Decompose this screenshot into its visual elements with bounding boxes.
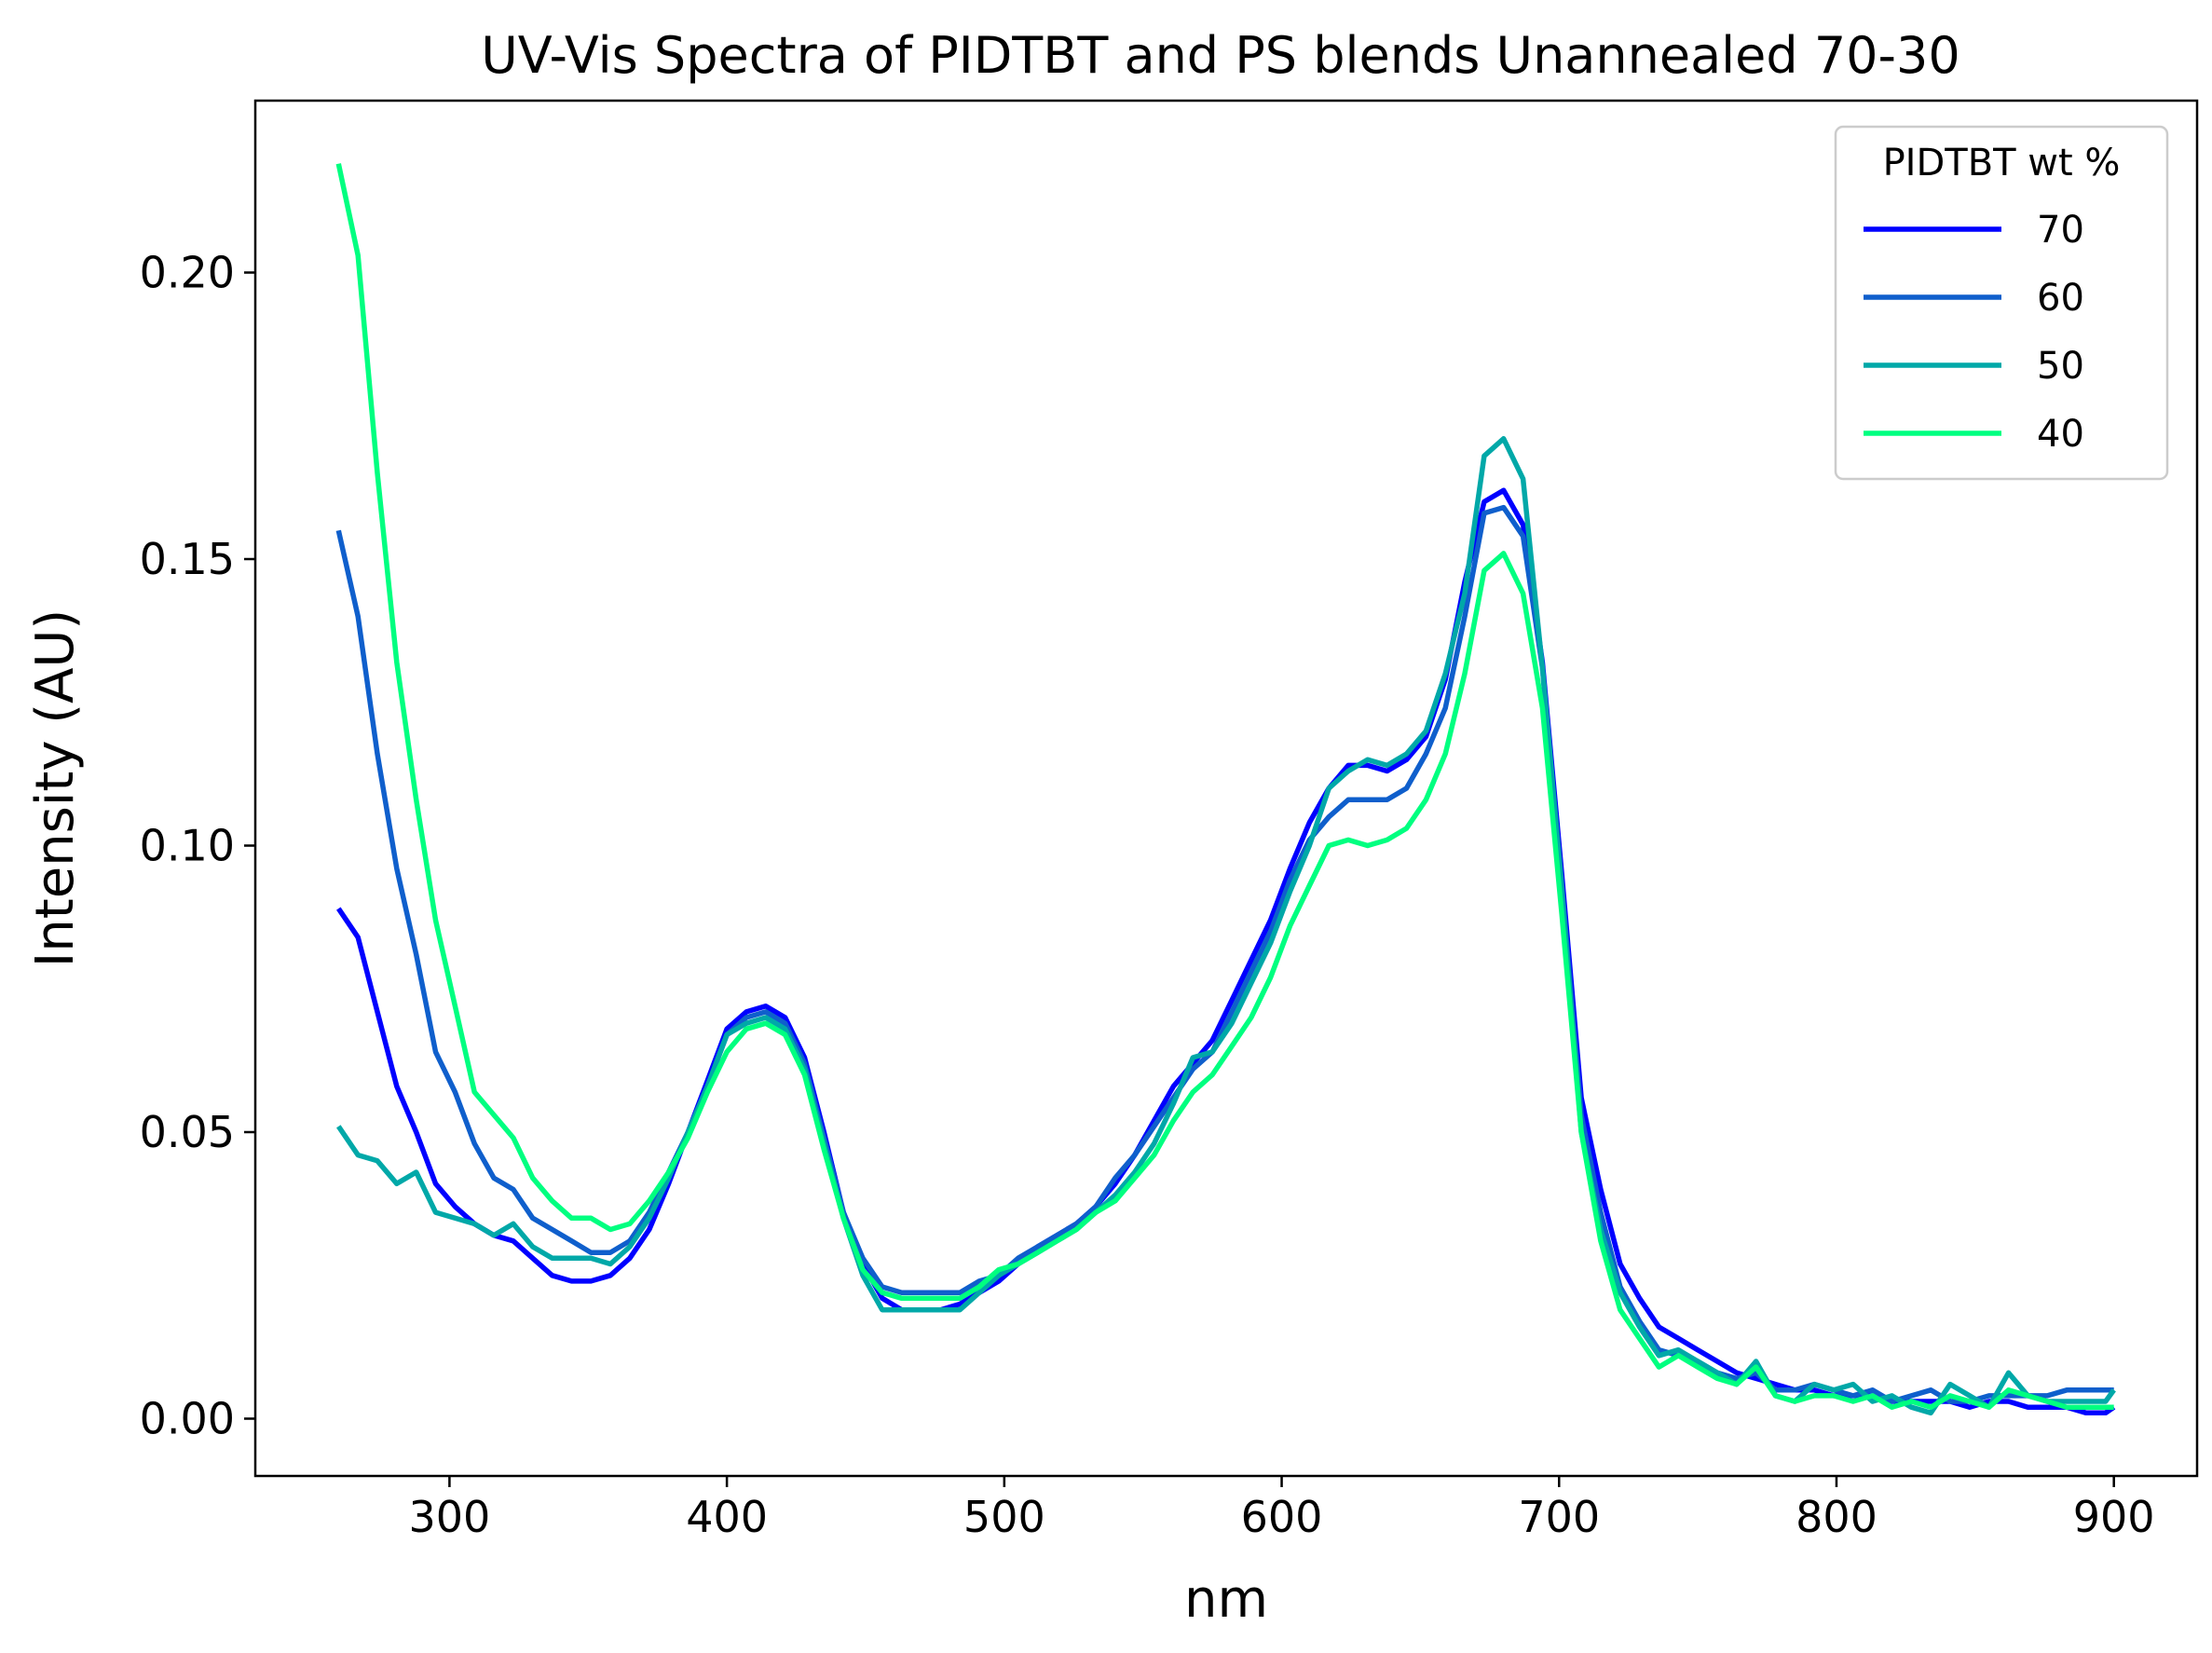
x-tick-label: 300	[408, 1492, 490, 1542]
x-tick-label: 500	[963, 1492, 1045, 1542]
y-tick-label: 0.10	[140, 821, 235, 871]
series-layer	[335, 163, 2116, 1416]
x-tick-label: 800	[1796, 1492, 1877, 1542]
x-axis-label: nm	[1184, 1569, 1268, 1630]
x-axis: 300 400 500 600 700 800 900	[408, 1476, 2155, 1542]
legend-label-50: 50	[2037, 345, 2084, 388]
chart-title: UV-Vis Spectra of PIDTBT and PS blends U…	[481, 26, 1960, 85]
x-tick-label: 400	[686, 1492, 768, 1542]
x-tick-label: 700	[1518, 1492, 1600, 1542]
legend-box	[1834, 125, 2169, 481]
y-tick-label: 0.20	[140, 248, 235, 298]
series-line-50	[336, 436, 2116, 1416]
y-axis: 0.00 0.05 0.10 0.15 0.20	[140, 248, 255, 1444]
y-axis-label: Intensity (AU)	[25, 609, 86, 968]
legend-label-70: 70	[2037, 209, 2084, 252]
legend-label-40: 40	[2037, 413, 2084, 456]
y-tick-label: 0.15	[140, 534, 235, 584]
y-tick-label: 0.05	[140, 1107, 235, 1157]
x-tick-label: 900	[2073, 1492, 2155, 1542]
legend: PIDTBT wt % 70 60 50 40	[1834, 125, 2169, 481]
x-tick-label: 600	[1241, 1492, 1323, 1542]
plot-frame	[253, 99, 2199, 1478]
y-tick-label: 0.00	[140, 1394, 235, 1444]
legend-label-60: 60	[2037, 277, 2084, 320]
legend-title: PIDTBT wt %	[1883, 142, 2121, 184]
series-line-40	[335, 163, 2114, 1410]
